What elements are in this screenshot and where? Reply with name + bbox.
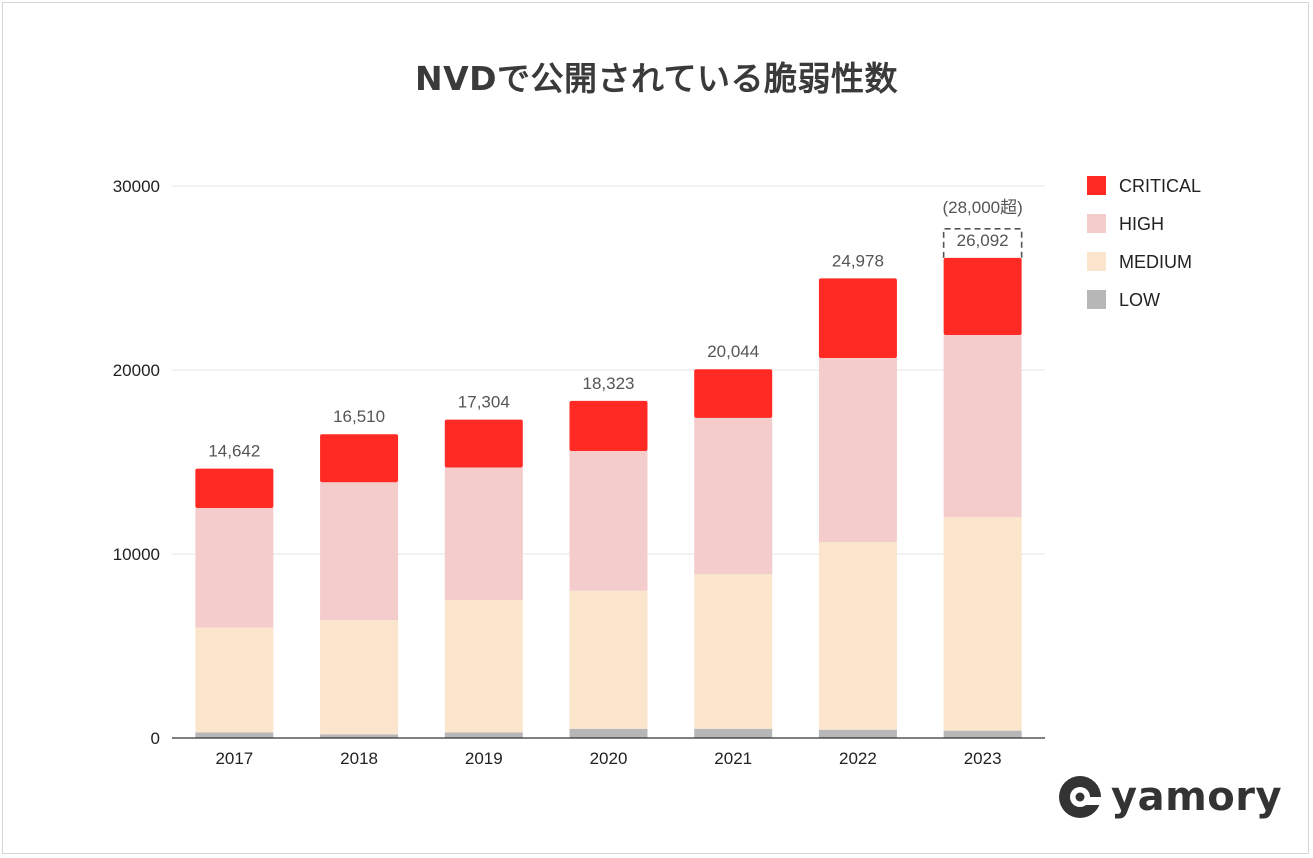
y-tick-label: 0 (151, 729, 160, 748)
bar-segment-high (694, 417, 773, 575)
bar-segment-medium (818, 542, 897, 730)
axes: 0 10000 20000 30000 2017 2018 2019 2020 2021 2022… (113, 177, 1045, 768)
bar-segment-medium (694, 574, 773, 729)
bar-segment-critical (818, 278, 897, 359)
annotation-label: (28,000超) (942, 198, 1022, 217)
bar-segment-high (943, 335, 1022, 518)
x-tick-label: 2018 (340, 749, 378, 768)
bar-segment-low (320, 734, 399, 738)
total-label: 17,304 (458, 393, 510, 412)
data-labels: 14,642 16,510 17,304 18,323 20,044 24,978 26,0… (208, 198, 1022, 461)
brand-name: yamory (1111, 774, 1283, 820)
legend-label-medium: MEDIUM (1119, 252, 1192, 272)
legend-label-high: HIGH (1119, 214, 1164, 234)
chart-title: NVDで公開されている脆弱性数 (414, 59, 899, 98)
y-tick-label: 10000 (113, 545, 160, 564)
x-tick-label: 2017 (215, 749, 253, 768)
bar-segment-critical (569, 400, 648, 451)
x-tick-label: 2020 (590, 749, 628, 768)
bars (195, 257, 1022, 738)
x-tick-label: 2023 (964, 749, 1002, 768)
y-tick-label: 20000 (113, 361, 160, 380)
bar-segment-high (818, 358, 897, 543)
total-label: 20,044 (707, 342, 759, 361)
total-label: 24,978 (832, 251, 884, 270)
bar-segment-medium (195, 627, 274, 733)
legend-label-critical: CRITICAL (1119, 176, 1201, 196)
legend-label-low: LOW (1119, 290, 1160, 310)
bar-segment-medium (943, 517, 1022, 731)
x-tick-label: 2021 (714, 749, 752, 768)
annotation-dashed-box (942, 228, 1023, 258)
bar-segment-medium (320, 620, 399, 735)
bar-segment-high (320, 482, 399, 621)
legend-swatch-high (1087, 214, 1106, 233)
bar-segment-critical (444, 419, 523, 468)
legend-swatch-medium (1087, 252, 1106, 271)
bar-segment-medium (444, 600, 523, 733)
bar-segment-critical (943, 257, 1022, 336)
bar-segment-high (195, 508, 274, 628)
y-tick-label: 30000 (113, 177, 160, 196)
total-label: 18,323 (583, 374, 635, 393)
bar-segment-low (694, 728, 773, 738)
legend-swatch-low (1087, 290, 1106, 309)
x-tick-label: 2019 (465, 749, 503, 768)
legend: CRITICAL HIGH MEDIUM LOW (1087, 176, 1201, 310)
bar-segment-low (195, 732, 274, 738)
bar-segment-high (569, 450, 648, 591)
brand-logo: yamory (1055, 770, 1282, 824)
bar-segment-medium (569, 590, 648, 729)
total-label: 14,642 (208, 442, 260, 461)
total-label: 26,092 (957, 231, 1009, 250)
bar-segment-critical (195, 468, 274, 508)
legend-swatch-critical (1087, 176, 1106, 195)
bar-segment-low (444, 732, 523, 738)
yamory-logo-icon (1059, 776, 1101, 818)
total-label: 16,510 (333, 407, 385, 426)
bar-segment-low (943, 730, 1022, 738)
bar-segment-critical (320, 434, 399, 483)
bar-segment-high (444, 467, 523, 600)
bar-segment-critical (694, 369, 773, 418)
x-tick-label: 2022 (839, 749, 877, 768)
bar-segment-low (818, 729, 897, 738)
bar-segment-low (569, 728, 648, 738)
